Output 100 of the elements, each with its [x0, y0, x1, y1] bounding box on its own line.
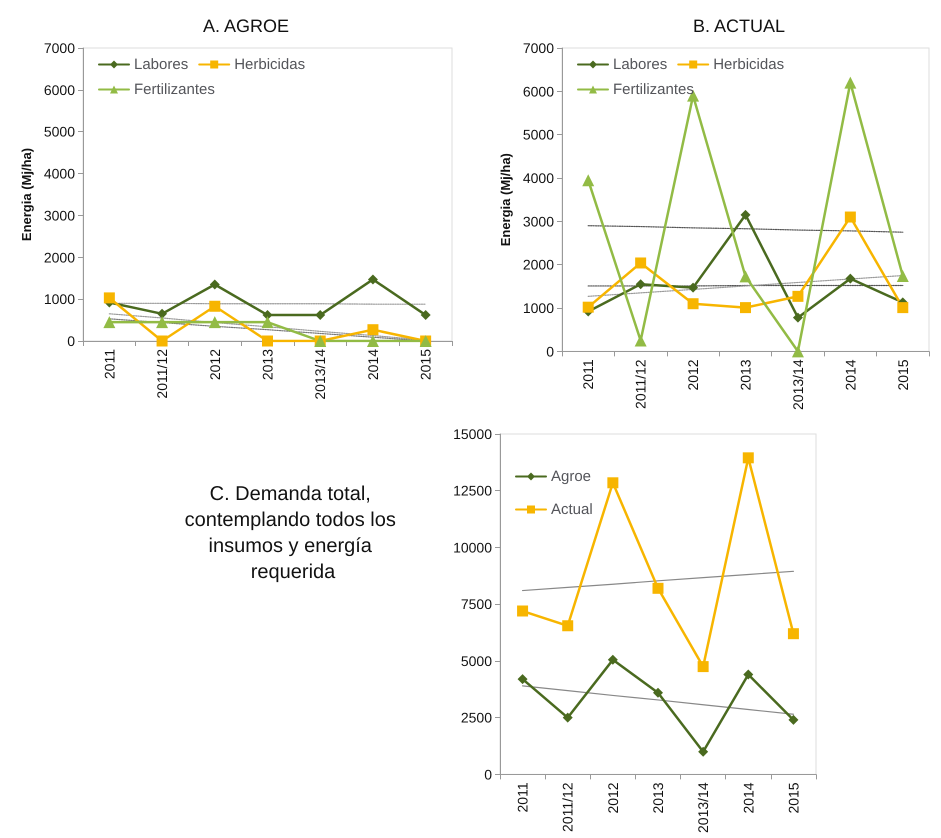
x-tick-label: 2013	[260, 348, 276, 380]
point	[792, 312, 803, 323]
y-axis-title: Energia (Mj/ha)	[18, 148, 34, 242]
point	[792, 345, 804, 358]
y-tick-label: 2000	[44, 249, 76, 266]
legend-label: Fertilizantes	[613, 81, 694, 98]
line-series	[588, 225, 904, 233]
point	[210, 279, 220, 290]
point	[156, 336, 168, 346]
y-tick-label: 5000	[460, 652, 492, 669]
point	[698, 746, 708, 757]
point	[262, 336, 273, 346]
point	[582, 174, 594, 186]
point	[742, 452, 754, 464]
point	[582, 302, 594, 313]
point	[844, 212, 856, 223]
y-tick-label: 7000	[522, 40, 554, 56]
legend-label: Fertilizantes	[134, 81, 215, 98]
point	[636, 279, 646, 290]
y-tick-label: 2000	[522, 256, 554, 273]
point	[653, 688, 663, 698]
y-tick-label: 3000	[522, 213, 554, 230]
point	[315, 310, 326, 320]
x-tick-label: 2012	[685, 359, 702, 391]
point	[367, 324, 378, 336]
point	[103, 316, 116, 328]
y-tick-label: 0	[546, 343, 554, 360]
point	[104, 292, 115, 304]
point	[897, 302, 908, 314]
legend-label: Actual	[551, 501, 593, 518]
y-tick-label: 0	[484, 766, 492, 782]
point	[608, 654, 618, 665]
x-tick-label: 2011/12	[560, 782, 576, 832]
legend-label: Labores	[134, 56, 188, 73]
x-tick-label: 2014	[740, 782, 756, 814]
point	[845, 274, 856, 284]
x-tick-label: 2011/12	[154, 348, 170, 399]
chart-title: B. ACTUAL	[692, 16, 786, 36]
point	[518, 674, 528, 684]
x-tick-label: 2011	[101, 348, 118, 380]
y-tick-label: 15000	[453, 426, 492, 442]
point	[562, 712, 573, 723]
point	[896, 270, 909, 282]
x-tick-label: 2011/12	[632, 359, 649, 409]
point	[209, 300, 220, 312]
legend-label: Labores	[613, 56, 668, 73]
x-tick-label: 2013/14	[312, 348, 328, 400]
x-tick-label: 2015	[785, 782, 802, 814]
point	[262, 316, 274, 328]
x-tick-label: 2011	[514, 782, 531, 813]
point	[743, 670, 754, 680]
point	[208, 316, 221, 328]
point	[788, 714, 798, 725]
x-tick-label: 2014	[364, 348, 381, 380]
chart-title: A. AGROE	[202, 16, 290, 36]
point	[157, 308, 168, 319]
point	[698, 661, 709, 672]
x-tick-label: 2012	[604, 782, 621, 814]
y-tick-label: 6000	[522, 83, 554, 100]
y-tick-label: 4000	[522, 170, 554, 186]
point	[366, 335, 379, 347]
x-tick-label: 2013/14	[695, 782, 712, 834]
y-tick-label: 0	[67, 333, 76, 349]
y-tick-label: 5000	[44, 124, 76, 140]
y-tick-label: 7500	[460, 596, 492, 612]
y-tick-label: 2500	[460, 710, 492, 726]
y-tick-label: 1000	[522, 300, 554, 316]
point	[517, 606, 528, 617]
point	[844, 76, 856, 89]
y-tick-label: 7000	[44, 40, 76, 56]
point	[740, 210, 750, 220]
y-tick-label: 3000	[44, 207, 76, 224]
point	[740, 270, 752, 282]
point	[788, 628, 799, 640]
point	[688, 298, 699, 310]
y-tick-label: 4000	[44, 166, 76, 182]
x-tick-label: 2012	[206, 348, 223, 380]
legend-label: Herbicidas	[713, 56, 784, 73]
point	[740, 302, 751, 314]
point	[688, 282, 698, 293]
x-tick-label: 2013	[738, 359, 754, 391]
y-tick-label: 1000	[44, 291, 76, 308]
y-axis-title: Energia (Mj/ha)	[498, 153, 513, 246]
x-tick-label: 2015	[418, 348, 434, 380]
point	[652, 582, 664, 594]
y-tick-label: 12500	[453, 482, 492, 499]
point	[562, 620, 574, 632]
line-series	[522, 570, 794, 592]
point	[607, 477, 618, 488]
legend-label: Herbicidas	[234, 56, 306, 73]
point	[368, 274, 378, 284]
x-tick-label: 2013	[650, 782, 666, 814]
text: C. Demanda total, contemplando todos los insumos y energía requerida	[184, 483, 402, 583]
point	[792, 290, 804, 302]
x-tick-label: 2013/14	[790, 359, 806, 410]
point	[420, 310, 431, 320]
y-tick-label: 10000	[453, 539, 492, 556]
x-tick-label: 2015	[894, 359, 911, 391]
point	[635, 257, 646, 268]
legend-label: Agroe	[551, 468, 592, 485]
